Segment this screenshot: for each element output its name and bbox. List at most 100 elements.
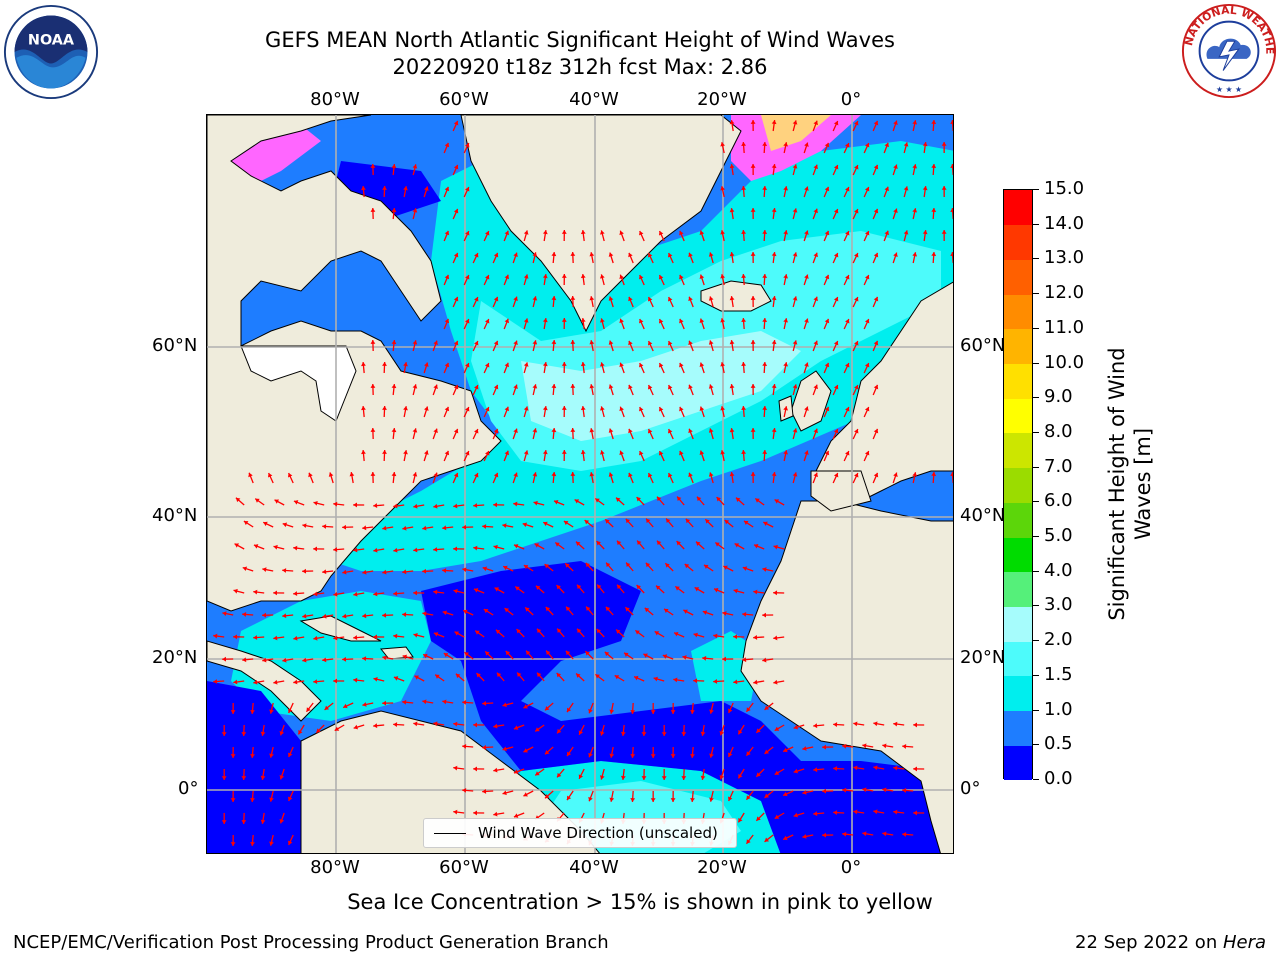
wave-direction-arrowhead bbox=[643, 653, 648, 658]
wave-direction-arrowhead bbox=[474, 297, 479, 302]
wave-direction-arrowhead bbox=[353, 635, 358, 640]
wave-direction-arrowhead bbox=[771, 472, 777, 477]
wave-direction-arrowhead bbox=[755, 498, 760, 503]
wave-direction-arrowhead bbox=[719, 775, 725, 780]
wave-direction-arrowhead bbox=[391, 340, 397, 345]
wave-direction-arrowhead bbox=[688, 384, 693, 390]
wave-direction-arrowhead bbox=[373, 503, 378, 508]
wave-direction-arrowhead bbox=[496, 672, 502, 678]
wave-direction-arrowhead bbox=[595, 498, 600, 503]
wave-direction-arrowhead bbox=[762, 450, 768, 454]
wave-direction-arrowhead bbox=[586, 606, 591, 612]
wave-direction-arrowhead bbox=[647, 253, 653, 258]
wave-direction-arrowhead bbox=[822, 744, 827, 750]
wave-direction-arrowhead bbox=[720, 274, 726, 279]
wave-direction-arrowhead bbox=[413, 590, 418, 596]
wave-direction-arrowhead bbox=[523, 230, 529, 235]
wave-direction-arrowhead bbox=[833, 384, 839, 390]
wave-direction-arrowhead bbox=[723, 565, 728, 570]
wave-direction-arrowhead bbox=[361, 406, 366, 411]
wave-direction-arrowhead bbox=[322, 613, 327, 619]
wave-direction-arrowhead bbox=[542, 406, 548, 411]
wave-direction-arrowhead bbox=[793, 768, 798, 774]
wave-direction-arrowhead bbox=[813, 767, 818, 773]
wave-direction-arrowhead bbox=[729, 384, 735, 389]
wave-direction-arrowhead bbox=[422, 568, 427, 574]
wave-direction-arrowhead bbox=[873, 296, 879, 302]
wave-direction-arrowhead bbox=[260, 775, 266, 780]
wave-direction-arrowhead bbox=[600, 362, 605, 367]
wave-direction-arrowhead bbox=[903, 186, 909, 191]
wave-direction-arrowhead bbox=[804, 362, 809, 367]
wave-direction-arrowhead bbox=[273, 635, 278, 641]
wave-direction-arrowhead bbox=[606, 562, 611, 568]
wave-direction-arrowhead bbox=[873, 208, 879, 214]
wave-direction-arrowhead bbox=[589, 296, 595, 301]
wave-direction-arrowhead bbox=[443, 653, 449, 658]
wave-direction-arrowhead bbox=[333, 591, 338, 597]
wave-direction-arrowhead bbox=[720, 230, 726, 235]
wave-direction-arrowhead bbox=[391, 164, 397, 169]
wave-direction-arrowhead bbox=[282, 568, 287, 573]
wave-direction-arrowhead bbox=[525, 607, 530, 612]
wave-direction-arrowhead bbox=[557, 628, 562, 634]
wave-direction-arrowhead bbox=[853, 721, 858, 727]
wave-direction-arrowhead bbox=[750, 120, 756, 124]
wave-direction-arrowhead bbox=[773, 635, 778, 641]
wave-direction-arrowhead bbox=[370, 428, 376, 432]
wave-direction-arrowhead bbox=[255, 498, 260, 503]
wave-direction-arrowhead bbox=[608, 472, 614, 477]
wave-direction-arrowhead bbox=[774, 814, 780, 819]
wave-direction-arrowhead bbox=[941, 230, 947, 234]
wave-direction-arrowhead bbox=[537, 672, 542, 678]
wave-direction-arrowhead bbox=[577, 628, 582, 634]
wave-direction-arrowhead bbox=[595, 674, 600, 679]
wave-direction-arrowhead bbox=[873, 164, 879, 170]
lon-label-top-60w: 60°W bbox=[439, 89, 489, 110]
wave-direction-arrowhead bbox=[353, 547, 358, 553]
colorbar-tick-mark bbox=[1033, 431, 1039, 433]
wave-direction-arrowhead bbox=[639, 230, 644, 236]
wave-direction-arrowhead bbox=[302, 657, 307, 663]
wave-direction-arrowhead bbox=[282, 522, 288, 528]
wave-direction-arrowhead bbox=[619, 362, 624, 368]
wave-direction-arrowhead bbox=[764, 793, 770, 798]
wave-direction-arrowhead bbox=[733, 588, 738, 594]
wave-direction-arrowhead bbox=[729, 428, 735, 433]
wave-direction-arrowhead bbox=[462, 788, 467, 793]
wave-direction-arrowhead bbox=[833, 120, 839, 126]
wave-direction-arrowhead bbox=[729, 340, 735, 345]
wave-direction-arrowhead bbox=[742, 657, 747, 663]
wave-direction-arrowhead bbox=[370, 384, 376, 388]
wave-direction-arrowhead bbox=[750, 340, 756, 344]
wave-direction-arrowhead bbox=[551, 252, 557, 257]
wave-direction-arrowhead bbox=[453, 472, 459, 478]
wave-direction-arrowhead bbox=[580, 450, 586, 455]
colorbar-tick-label: 6.0 bbox=[1044, 490, 1073, 512]
wave-direction-arrowhead bbox=[873, 809, 878, 815]
colorbar-tick-label: 1.0 bbox=[1044, 698, 1073, 720]
wave-direction-arrowhead bbox=[566, 707, 572, 713]
wave-direction-arrowhead bbox=[474, 253, 479, 258]
wave-direction-arrowhead bbox=[620, 731, 626, 736]
wave-direction-arrowhead bbox=[412, 384, 418, 389]
wave-direction-arrowhead bbox=[854, 473, 859, 478]
wave-direction-arrowhead bbox=[373, 676, 378, 682]
wave-direction-arrowhead bbox=[433, 721, 438, 727]
wave-direction-arrowhead bbox=[308, 472, 313, 478]
wave-direction-arrowhead bbox=[738, 773, 743, 779]
colorbar-segment bbox=[1004, 675, 1032, 712]
colorbar-tick-label: 8.0 bbox=[1044, 420, 1073, 442]
colorbar-segment bbox=[1004, 537, 1032, 573]
wave-direction-arrowhead bbox=[729, 120, 735, 125]
wave-direction-arrowhead bbox=[741, 142, 747, 147]
wave-direction-arrowhead bbox=[813, 208, 818, 214]
wave-direction-arrowhead bbox=[600, 318, 605, 323]
wave-direction-arrowhead bbox=[628, 384, 633, 390]
wave-direction-arrowhead bbox=[753, 589, 758, 595]
wave-direction-arrowhead bbox=[679, 318, 684, 324]
wave-direction-arrowhead bbox=[589, 384, 595, 389]
wave-direction-arrowhead bbox=[873, 721, 878, 727]
wave-direction-arrowhead bbox=[504, 406, 510, 412]
wave-direction-arrowhead bbox=[893, 208, 898, 213]
